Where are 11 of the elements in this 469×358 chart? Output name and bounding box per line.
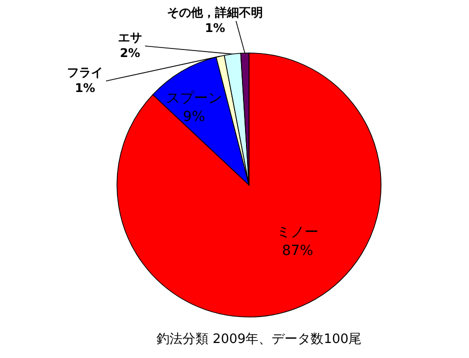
slice-label: ミノー — [276, 224, 319, 241]
slice-label: フライ — [67, 65, 103, 80]
data-label: 1% — [74, 81, 96, 95]
data-label: 9% — [182, 108, 206, 125]
slice-label: その他，詳細不明 — [167, 5, 263, 20]
data-label: 2% — [120, 46, 140, 60]
slice-label: スプーン — [166, 90, 222, 107]
text: 釣法分類 2009年、データ数100尾 — [156, 332, 362, 347]
data-label: 87% — [282, 242, 314, 259]
data-label: 1% — [204, 21, 226, 35]
slice-label: エサ — [118, 30, 142, 44]
